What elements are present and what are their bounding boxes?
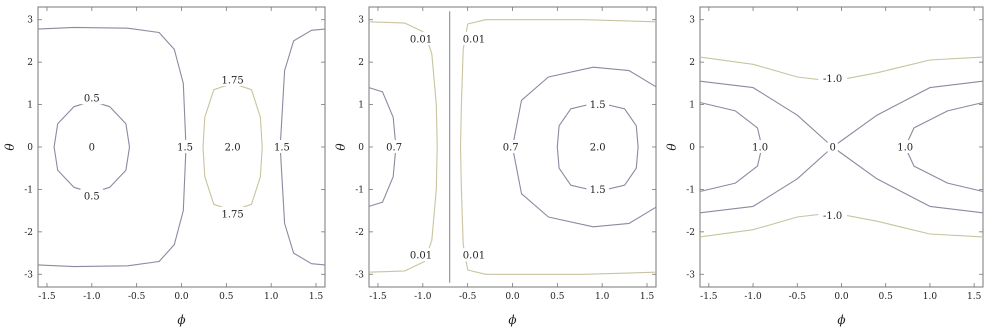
y-axis-title: θ (3, 143, 17, 151)
x-tick-label: 0.0 (505, 292, 520, 302)
contour-label: 1.5 (177, 143, 193, 154)
contour-label-bg (586, 182, 610, 196)
y-tick-label: 1 (358, 101, 364, 111)
y-tick-label: -1 (355, 185, 364, 195)
contour-label-bg (86, 140, 97, 153)
contour-label-bg (218, 72, 248, 86)
plot-panel-1: 0 0.5 0.5 1.5 2.0 1.75 1.75 1.5 -1.5 -1.0 -0.5 0.0 0… (3, 6, 326, 327)
x-tick-label: -0.5 (789, 292, 807, 302)
contour-label-bg (406, 248, 436, 262)
contour-label: -1.0 (823, 211, 842, 222)
contour-label-bg (586, 97, 610, 111)
contour-label: 1.75 (221, 210, 243, 221)
contour-label: 0.5 (84, 94, 100, 105)
x-tick-label: 1.0 (264, 292, 279, 302)
y-tick-label: 2 (358, 58, 364, 68)
contour-label-bg (382, 140, 406, 153)
x-tick-label: 1.0 (923, 292, 938, 302)
contour-label: 0.7 (503, 143, 519, 154)
y-tick-label: -3 (24, 270, 33, 280)
y-axis-title: θ (665, 143, 679, 151)
y-tick-label: -1 (686, 185, 695, 195)
contour-label: 0.01 (410, 34, 432, 45)
x-tick-label: -1.0 (83, 292, 101, 302)
contour-label: 2.0 (225, 143, 241, 154)
contour-label: 0 (829, 143, 835, 154)
x-tick-label: 0.5 (879, 292, 894, 302)
contour-label-bg (827, 140, 838, 153)
x-tick-label: -1.0 (414, 292, 432, 302)
contour-label-bg (893, 140, 917, 153)
contour-line (368, 21, 438, 273)
contour-label-bg (270, 140, 294, 153)
contour-label: 1.5 (590, 100, 606, 111)
x-tick-label: 1.5 (967, 292, 982, 302)
contour-label: 1.0 (897, 143, 913, 154)
x-axis-title: ϕ (177, 313, 185, 327)
y-tick-label: 3 (689, 16, 695, 26)
y-tick-label: 1 (27, 101, 33, 111)
contour-label-bg (80, 188, 104, 202)
y-tick-label: -2 (24, 228, 33, 238)
contour-label-bg (748, 140, 772, 153)
x-tick-label: 0.5 (550, 292, 565, 302)
y-tick-label: 1 (689, 101, 695, 111)
plot-panel-3: -1.0 -1.0 1.0 0 1.0 -1.5 -1.0 -0.5 0.0 0.5 1.0 1.5 -… (665, 6, 984, 327)
x-tick-label: -1.5 (38, 292, 56, 302)
contour-label-bg (221, 140, 244, 153)
y-tick-label: 0 (689, 143, 695, 153)
contour-label: -1.0 (823, 74, 842, 85)
y-tick-label: 2 (689, 58, 695, 68)
y-tick-label: 2 (27, 58, 33, 68)
plot-frame (699, 6, 984, 288)
x-tick-label: -1.5 (369, 292, 387, 302)
contour-label: 0.7 (386, 143, 402, 154)
contour-label-bg (586, 140, 610, 153)
y-tick-label: -2 (355, 228, 364, 238)
contour-label: 0 (89, 143, 95, 154)
contour-label: 0.01 (463, 251, 485, 262)
contour-label: 1.0 (752, 143, 768, 154)
contour-label-bg (818, 208, 848, 222)
contour-label: 2.0 (590, 143, 606, 154)
contour-label: 0.01 (463, 34, 485, 45)
x-tick-label: -0.5 (128, 292, 146, 302)
contour-label: 1.5 (274, 143, 290, 154)
y-tick-label: 3 (27, 16, 33, 26)
contour-line (459, 19, 657, 275)
x-tick-label: 1.0 (595, 292, 610, 302)
x-axis-title: ϕ (508, 313, 516, 327)
contour-label: 0.01 (410, 251, 432, 262)
x-tick-label: -1.0 (744, 292, 762, 302)
contour-label-bg (173, 140, 197, 153)
contour-label-bg (80, 91, 104, 105)
x-tick-label: -0.5 (459, 292, 477, 302)
contour-label: 1.5 (590, 185, 606, 196)
contour-label: 1.75 (221, 75, 243, 86)
x-tick-label: 0.0 (174, 292, 189, 302)
y-tick-label: -1 (24, 185, 33, 195)
y-tick-label: -3 (355, 270, 364, 280)
y-tick-label: 0 (358, 143, 364, 153)
contour-label-bg (459, 31, 489, 45)
contour-label-bg (218, 207, 248, 221)
y-axis-title: θ (334, 143, 348, 151)
plot-panel-2: 0.01 0.010.01 0.010.7 0.71.51.52.0-1.5 -1.0-… (334, 6, 657, 327)
x-tick-label: 0.0 (834, 292, 849, 302)
contour-label-bg (818, 71, 848, 85)
x-tick-label: 1.5 (640, 292, 655, 302)
y-tick-label: -2 (686, 228, 695, 238)
contour-label-bg (459, 248, 489, 262)
x-tick-label: -1.5 (700, 292, 718, 302)
x-tick-label: 1.5 (309, 292, 324, 302)
y-tick-label: 0 (27, 143, 33, 153)
x-axis-title: ϕ (837, 313, 845, 327)
contour-label-bg (406, 31, 436, 45)
contour-label-bg (499, 140, 523, 153)
y-tick-label: -3 (686, 270, 695, 280)
y-tick-label: 3 (358, 16, 364, 26)
x-tick-label: 0.5 (219, 292, 234, 302)
contour-label: 0.5 (84, 191, 100, 202)
